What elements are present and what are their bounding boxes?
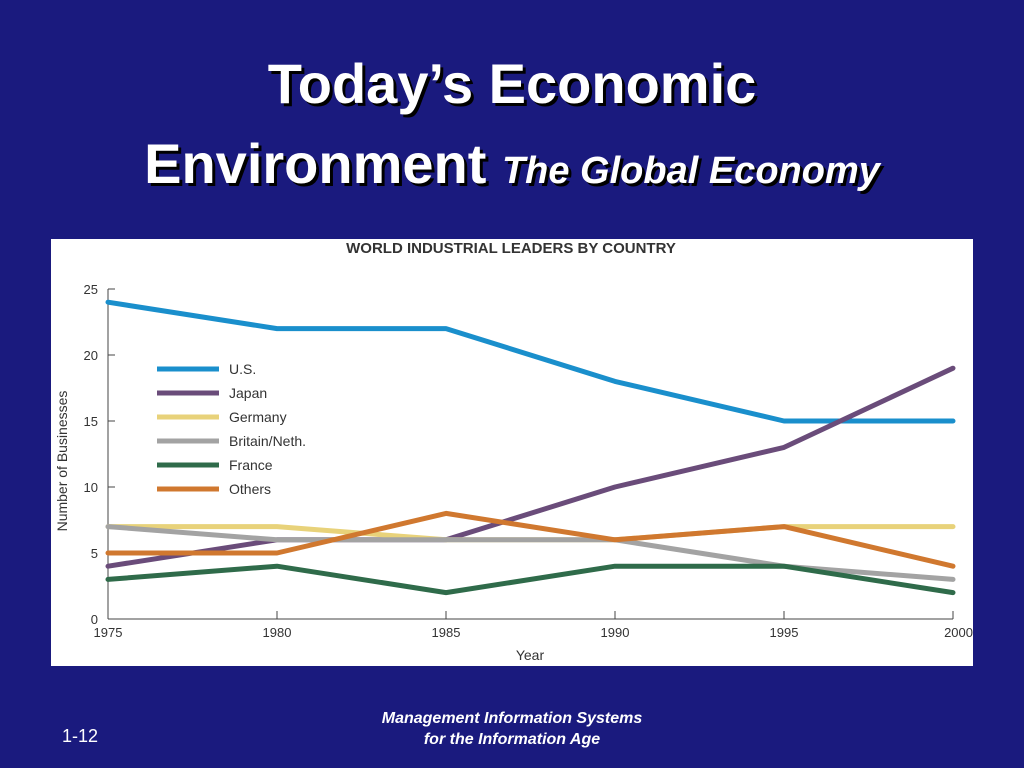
chart-panel: WORLD INDUSTRIAL LEADERS BY COUNTRY 0 5 10… (51, 239, 973, 666)
y-tick-label: 15 (84, 414, 98, 429)
y-tick-label: 5 (91, 546, 98, 561)
x-tick-label: 1985 (432, 625, 461, 640)
y-tick-label: 0 (91, 612, 98, 627)
series-line-japan (105, 365, 956, 569)
slide-title-environment: Environment (144, 132, 487, 195)
slide-subtitle: The Global Economy (501, 150, 880, 192)
axes: 0 5 10 15 20 25 1975 1980 1985 1990 1995 2000 (84, 282, 973, 640)
x-axis-label: Year (516, 647, 545, 663)
x-tick-label: 1990 (601, 625, 630, 640)
slide-title-line2: Environment The Global Economy (0, 134, 1024, 201)
footer-line2: for the Information Age (423, 731, 601, 748)
legend-label-germany: Germany (229, 409, 287, 425)
x-tick-label: 1980 (263, 625, 292, 640)
legend: U.S. Japan Germany Britain/Neth. France Other… (157, 361, 306, 497)
slide-number: 1-12 (62, 726, 99, 746)
x-tick-label: 2000 (944, 625, 973, 640)
series-line-u-s (105, 299, 956, 424)
legend-label-u-s: U.S. (229, 361, 256, 377)
x-tick-label: 1975 (94, 625, 123, 640)
y-axis-label: Number of Businesses (54, 391, 70, 532)
chart-title: WORLD INDUSTRIAL LEADERS BY COUNTRY (346, 240, 676, 257)
legend-label-japan: Japan (229, 385, 267, 401)
footer-course-title: Management Information Systems for the I… (312, 708, 712, 750)
slide-title-line1: Today’s Economic (267, 52, 757, 115)
legend-label-france: France (229, 457, 273, 473)
footer-line1: Management Information Systems (381, 710, 643, 727)
x-tick-label: 1995 (770, 625, 799, 640)
legend-label-britain-neth: Britain/Neth. (229, 433, 306, 449)
legend-label-others: Others (229, 481, 271, 497)
y-tick-label: 25 (84, 282, 98, 297)
y-tick-label: 10 (84, 480, 98, 495)
series-line-others (105, 510, 956, 569)
series-line-france (105, 563, 956, 596)
line-chart: WORLD INDUSTRIAL LEADERS BY COUNTRY 0 5 10… (54, 240, 973, 663)
series-lines (105, 299, 956, 596)
y-tick-label: 20 (84, 348, 98, 363)
